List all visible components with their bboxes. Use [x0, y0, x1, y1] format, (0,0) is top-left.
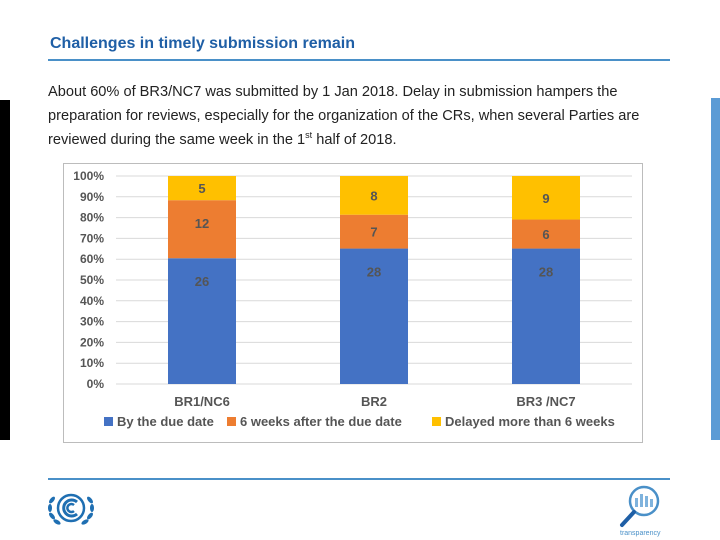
- data-label: 5: [198, 181, 205, 196]
- y-tick-label: 40%: [80, 294, 104, 308]
- bar-segment: [168, 200, 236, 259]
- y-tick-label: 60%: [80, 252, 104, 266]
- legend-swatch: [104, 417, 113, 426]
- y-tick-label: 30%: [80, 315, 104, 329]
- y-tick-label: 0%: [87, 377, 105, 391]
- legend-label: Delayed more than 6 weeks: [445, 414, 615, 429]
- data-label: 9: [542, 191, 549, 206]
- data-label: 28: [539, 265, 553, 280]
- x-tick-label: BR3 /NC7: [516, 394, 575, 409]
- y-tick-label: 100%: [73, 169, 104, 183]
- legend-swatch: [227, 417, 236, 426]
- footer-divider: [48, 478, 670, 480]
- data-label: 28: [367, 265, 381, 280]
- legend-label: 6 weeks after the due date: [240, 414, 402, 429]
- data-label: 8: [370, 188, 377, 203]
- slide-title: Challenges in timely submission remain: [50, 35, 355, 52]
- slide-body-text: About 60% of BR3/NC7 was submitted by 1 …: [48, 80, 678, 152]
- legend-swatch: [432, 417, 441, 426]
- x-tick-label: BR1/NC6: [174, 394, 230, 409]
- right-accent-bar: [711, 98, 720, 440]
- data-label: 12: [195, 216, 209, 231]
- transparency-logo-text: transparency: [620, 530, 661, 537]
- bar-segment: [340, 176, 408, 215]
- x-tick-label: BR2: [361, 394, 387, 409]
- bar-segment: [168, 176, 236, 201]
- left-accent-bar: [0, 100, 10, 440]
- y-tick-label: 10%: [80, 356, 104, 370]
- bar-segment: [340, 248, 408, 384]
- body-text-end: half of 2018.: [312, 132, 397, 148]
- unfccc-logo-icon: [46, 488, 96, 533]
- bar-segment: [512, 176, 580, 220]
- bar-segment: [340, 214, 408, 249]
- y-tick-label: 70%: [80, 231, 104, 245]
- bar-segment: [512, 248, 580, 384]
- title-divider: [48, 59, 670, 61]
- data-label: 7: [370, 225, 377, 240]
- y-tick-label: 90%: [80, 190, 104, 204]
- data-label: 6: [542, 227, 549, 242]
- transparency-logo-icon: [616, 484, 666, 535]
- legend-label: By the due date: [117, 414, 214, 429]
- y-tick-label: 80%: [80, 211, 104, 225]
- bar-segment: [168, 258, 236, 384]
- chart-container: 0% 10% 20% 30% 40% 50% 60% 70% 80% 90% 100% 26 12 5 BR…: [63, 163, 643, 443]
- bar-segment: [512, 219, 580, 249]
- y-tick-label: 50%: [80, 273, 104, 287]
- data-label: 26: [195, 274, 209, 289]
- y-tick-label: 20%: [80, 335, 104, 349]
- stacked-bar-chart: 0% 10% 20% 30% 40% 50% 60% 70% 80% 90% 100% 26 12 5 BR…: [73, 169, 632, 429]
- body-text-superscript: st: [305, 130, 313, 141]
- body-text-main: About 60% of BR3/NC7 was submitted by 1 …: [48, 84, 640, 148]
